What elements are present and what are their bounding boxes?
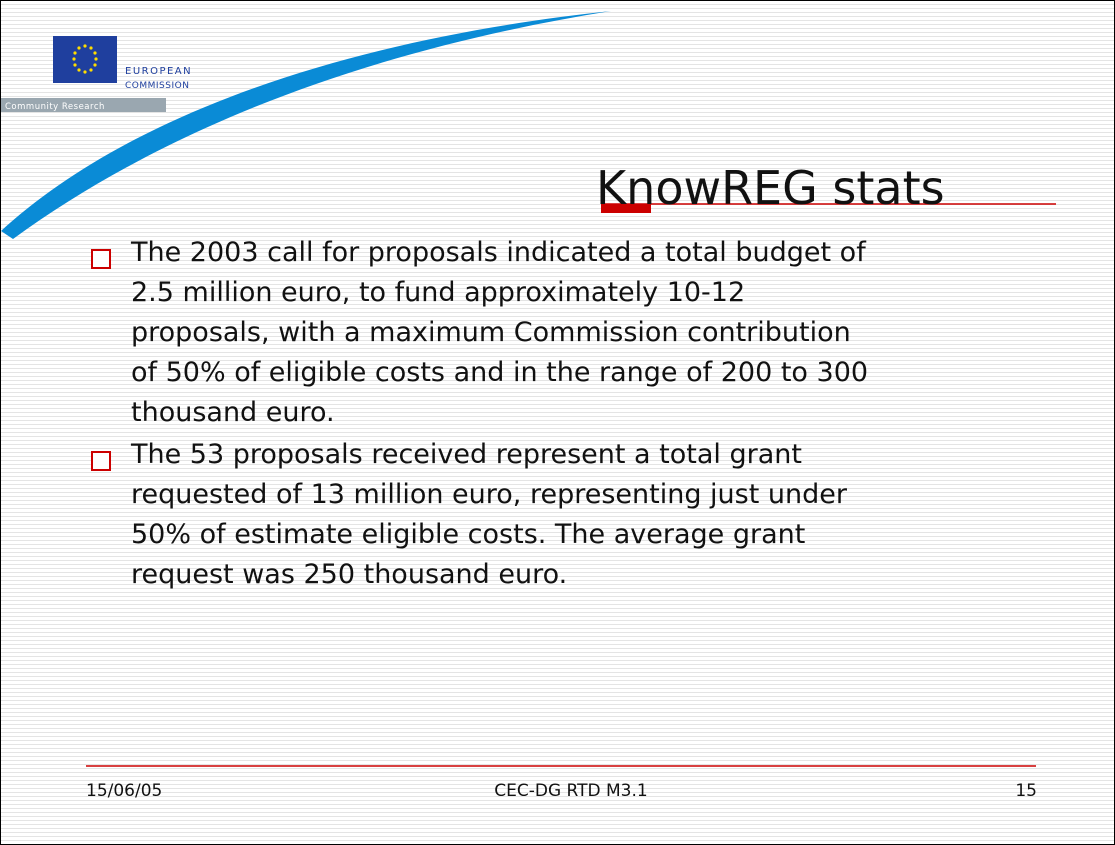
bullet-line: 50% of estimate eligible costs. The aver… — [131, 519, 806, 550]
footer-center: CEC-DG RTD M3.1 — [494, 781, 648, 801]
bullet-line: thousand euro. — [131, 397, 335, 428]
bullet-line: proposals, with a maximum Commission con… — [131, 317, 851, 348]
logo-band — [1, 98, 166, 112]
logo-text: EUROPEAN — [125, 66, 192, 77]
footer-page: 15 — [1015, 781, 1037, 801]
bullet-line: The 2003 call for proposals indicated a … — [131, 237, 866, 268]
logo-text: COMMISSION — [125, 81, 189, 91]
bullet-line: request was 250 thousand euro. — [131, 559, 568, 590]
bullet-marker — [91, 451, 111, 471]
eu-flag — [53, 36, 117, 83]
logo-band-text: Community Research — [5, 102, 105, 112]
footer-date: 15/06/05 — [86, 781, 163, 801]
bullet-line: requested of 13 million euro, representi… — [131, 479, 847, 510]
title-rule-block — [601, 204, 651, 213]
slide-title: KnowREG stats — [596, 161, 945, 215]
bullet-marker — [91, 249, 111, 269]
bullet-line: 2.5 million euro, to fund approximately … — [131, 277, 746, 308]
flag-stars — [72, 44, 98, 74]
bullet-line: of 50% of eligible costs and in the rang… — [131, 357, 869, 388]
bullet-line: The 53 proposals received represent a to… — [131, 439, 802, 470]
